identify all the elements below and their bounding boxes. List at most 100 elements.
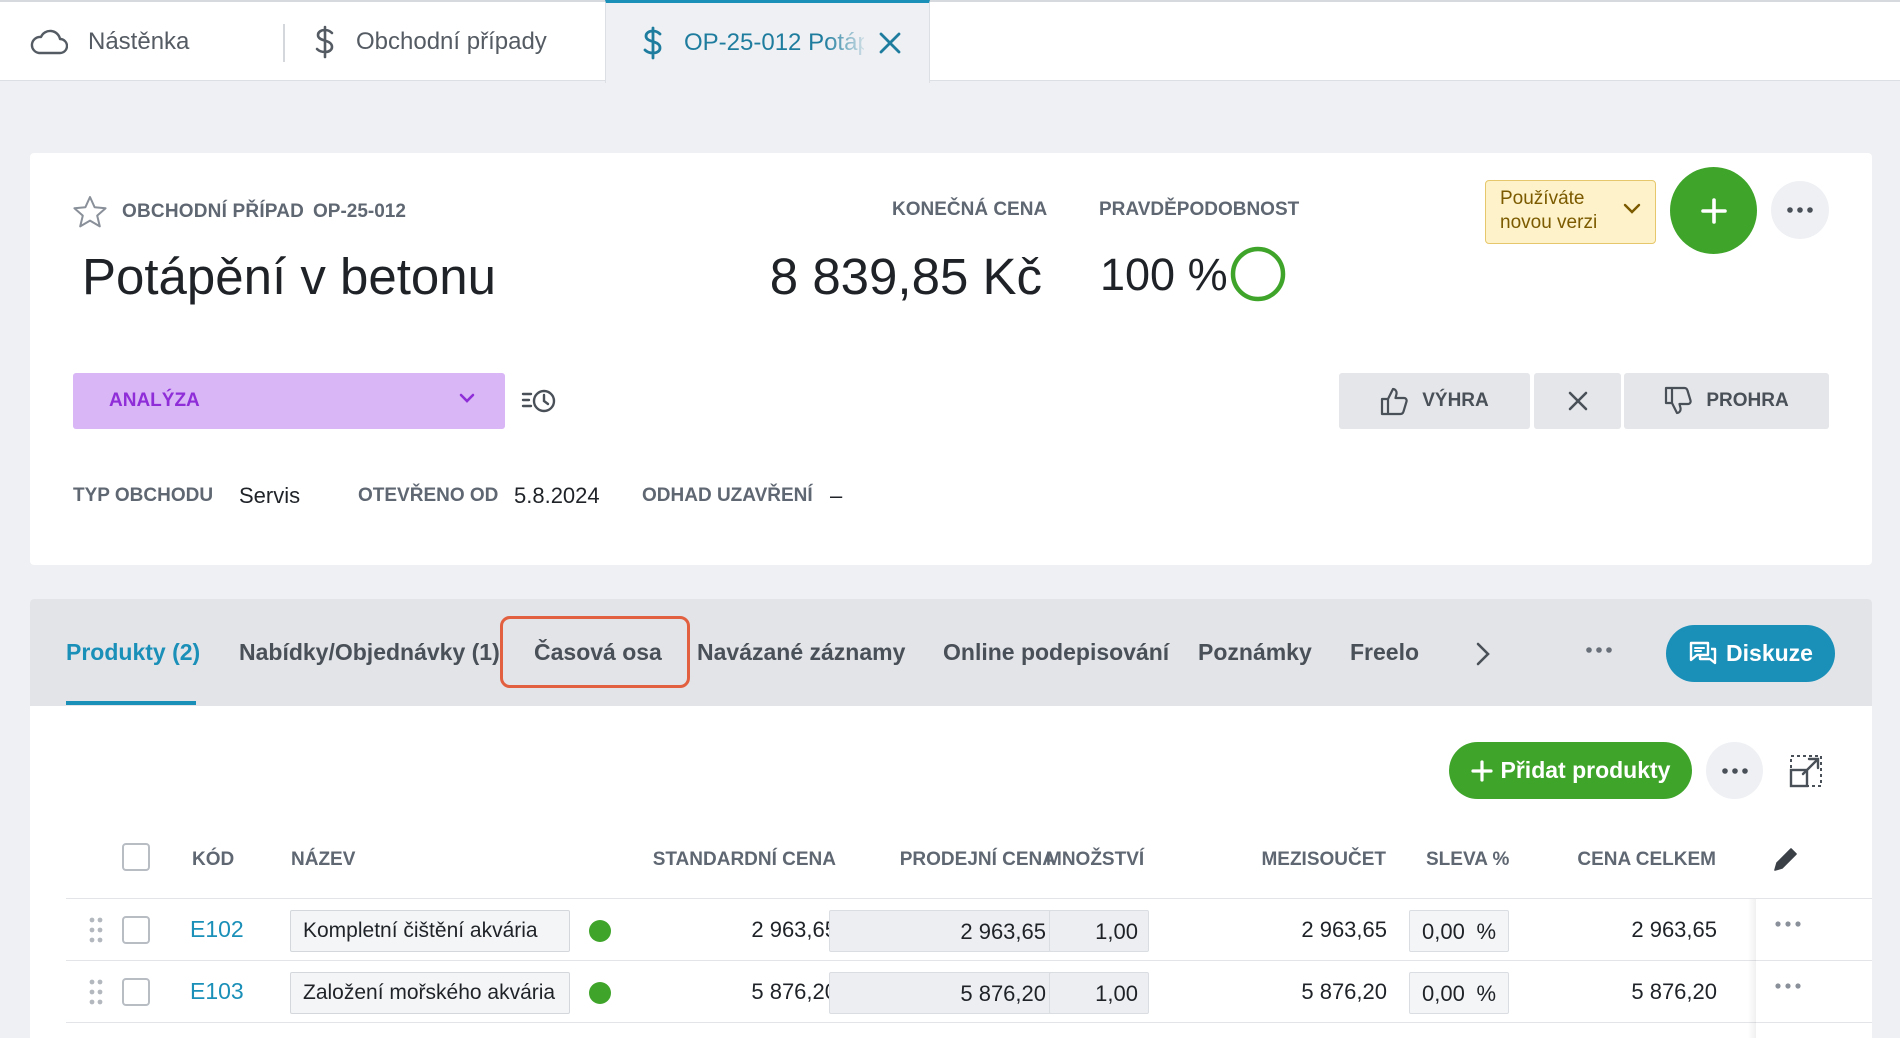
col-discount[interactable]: SLEVA % xyxy=(1426,849,1510,870)
sale-price-input[interactable]: 5 876,20 xyxy=(829,972,1057,1014)
lose-label: PROHRA xyxy=(1706,390,1789,411)
more-icon[interactable] xyxy=(1586,637,1612,663)
probability-label: PRAVDĚPODOBNOST xyxy=(1099,199,1300,220)
tab-produkty[interactable]: Produkty (2) xyxy=(66,639,201,665)
tab-freelo[interactable]: Freelo xyxy=(1350,639,1420,665)
col-quantity[interactable]: MNOŽSTVÍ xyxy=(1046,849,1145,870)
tab-casova-osa[interactable]: Časová osa xyxy=(534,639,662,665)
close-icon[interactable] xyxy=(878,31,902,55)
win-button[interactable]: VÝHRA xyxy=(1339,373,1530,429)
total-price: 5 876,20 xyxy=(1631,979,1717,1004)
probability-value: 100 % xyxy=(1100,249,1228,300)
product-name-input[interactable]: Založení mořského akvária xyxy=(290,972,570,1014)
chevron-right-icon[interactable] xyxy=(1475,641,1491,667)
cancel-deal-button[interactable] xyxy=(1534,373,1621,429)
lose-button[interactable]: PROHRA xyxy=(1624,373,1829,429)
col-subtotal[interactable]: MEZISOUČET xyxy=(1261,849,1386,870)
product-code-link[interactable]: E102 xyxy=(190,916,244,942)
deal-type-label: TYP OBCHODU xyxy=(73,485,214,506)
products-more-button[interactable] xyxy=(1706,742,1763,799)
col-total[interactable]: CENA CELKEM xyxy=(1577,849,1716,870)
opened-value[interactable]: 5.8.2024 xyxy=(514,483,600,508)
version-line-1: Používáte xyxy=(1500,188,1585,209)
products-section: Produkty (2) Nabídky/Objednávky (1) Časo… xyxy=(30,599,1872,1038)
more-actions-button[interactable] xyxy=(1771,181,1829,239)
close-icon xyxy=(1568,391,1588,411)
tab-online-podepisovani[interactable]: Online podepisování xyxy=(943,639,1170,665)
tab-label: Nástěnka xyxy=(88,28,190,55)
status-dot xyxy=(589,920,611,942)
deal-header-card: OBCHODNÍ PŘÍPAD OP-25-012 Potápění v bet… xyxy=(30,153,1872,565)
discount-input[interactable]: 0,00 % xyxy=(1409,972,1509,1014)
chevron-down-icon xyxy=(1623,203,1641,215)
quantity-input[interactable]: 1,00 xyxy=(1049,972,1149,1014)
thumbs-up-icon xyxy=(1380,386,1408,416)
col-name[interactable]: NÁZEV xyxy=(291,849,356,870)
deal-type-value[interactable]: Servis xyxy=(239,483,301,508)
row-checkbox[interactable] xyxy=(122,978,150,1006)
chat-icon xyxy=(1688,640,1718,668)
probability-ring-icon xyxy=(1229,245,1287,303)
chevron-down-icon xyxy=(459,393,475,404)
more-icon xyxy=(1787,207,1813,213)
row-more-icon[interactable] xyxy=(1775,983,1801,989)
tab-active-deal[interactable]: OP-25-012 Potápění v betonu xyxy=(605,0,930,83)
final-price-value: 8 839,85 Kč xyxy=(769,248,1042,305)
star-icon[interactable] xyxy=(72,195,108,229)
tab-nabidky-objednavky[interactable]: Nabídky/Objednávky (1) xyxy=(239,639,500,665)
page-title: Potápění v betonu xyxy=(82,248,497,305)
tab-nastenka[interactable]: Nástěnka xyxy=(30,2,189,82)
add-button[interactable] xyxy=(1670,167,1757,254)
cloud-icon xyxy=(30,29,68,55)
stage-history-icon[interactable] xyxy=(521,388,557,416)
drag-handle-icon[interactable] xyxy=(88,979,104,1005)
discount-unit: % xyxy=(1476,919,1496,944)
product-code-link[interactable]: E103 xyxy=(190,978,244,1004)
col-sale-price[interactable]: PRODEJNÍ CENA xyxy=(899,849,1056,870)
add-products-button[interactable]: Přidat produkty xyxy=(1449,742,1692,799)
dollar-icon xyxy=(642,26,664,60)
standard-price: 2 963,65 xyxy=(751,917,837,942)
active-tab-indicator xyxy=(66,701,196,705)
version-line-2: novou verzi xyxy=(1500,212,1598,233)
row-divider xyxy=(66,960,1872,961)
product-name-input[interactable]: Kompletní čištění akvária xyxy=(290,910,570,952)
col-standard-price[interactable]: STANDARDNÍ CENA xyxy=(652,849,836,870)
final-price-label: KONEČNÁ CENA xyxy=(892,199,1048,220)
subtotal: 2 963,65 xyxy=(1301,917,1387,942)
stage-dropdown[interactable]: ANALÝZA xyxy=(73,373,505,429)
table-row: E102 Kompletní čištění akvária 2 963,65 … xyxy=(30,899,1872,961)
tab-separator xyxy=(283,24,285,62)
row-more-icon[interactable] xyxy=(1775,921,1801,927)
expand-icon[interactable] xyxy=(1789,754,1823,788)
discussion-button[interactable]: Diskuze xyxy=(1666,625,1835,682)
plus-icon xyxy=(1700,197,1728,225)
opened-label: OTEVŘENO OD xyxy=(358,485,499,506)
tab-poznamky[interactable]: Poznámky xyxy=(1198,639,1312,665)
drag-handle-icon[interactable] xyxy=(88,917,104,943)
row-checkbox[interactable] xyxy=(122,916,150,944)
discussion-label: Diskuze xyxy=(1726,640,1813,666)
section-tabs: Produkty (2) Nabídky/Objednávky (1) Časo… xyxy=(30,599,1872,706)
tab-obchodni-pripady[interactable]: Obchodní případy xyxy=(314,2,547,82)
subtotal: 5 876,20 xyxy=(1301,979,1387,1004)
select-all-checkbox[interactable] xyxy=(122,843,150,871)
discount-unit: % xyxy=(1476,981,1496,1006)
col-code[interactable]: KÓD xyxy=(192,849,235,870)
version-dropdown[interactable]: Používáte novou verzi xyxy=(1485,180,1656,244)
close-estimate-value[interactable]: – xyxy=(830,483,843,508)
tab-label: Obchodní případy xyxy=(356,28,547,55)
record-kind: OBCHODNÍ PŘÍPAD xyxy=(122,201,305,222)
thumbs-down-icon xyxy=(1664,386,1693,416)
win-label: VÝHRA xyxy=(1422,390,1489,411)
status-dot xyxy=(589,982,611,1004)
record-code: OP-25-012 xyxy=(313,201,406,222)
pencil-icon[interactable] xyxy=(1771,844,1801,874)
tab-label: OP-25-012 Potápění v betonu xyxy=(684,29,864,57)
discount-input[interactable]: 0,00 % xyxy=(1409,910,1509,952)
tab-navazane-zaznamy[interactable]: Navázané záznamy xyxy=(697,639,906,665)
add-products-label: Přidat produkty xyxy=(1500,757,1671,783)
table-header-divider xyxy=(66,898,1872,899)
quantity-input[interactable]: 1,00 xyxy=(1049,910,1149,952)
sale-price-input[interactable]: 2 963,65 xyxy=(829,910,1057,952)
